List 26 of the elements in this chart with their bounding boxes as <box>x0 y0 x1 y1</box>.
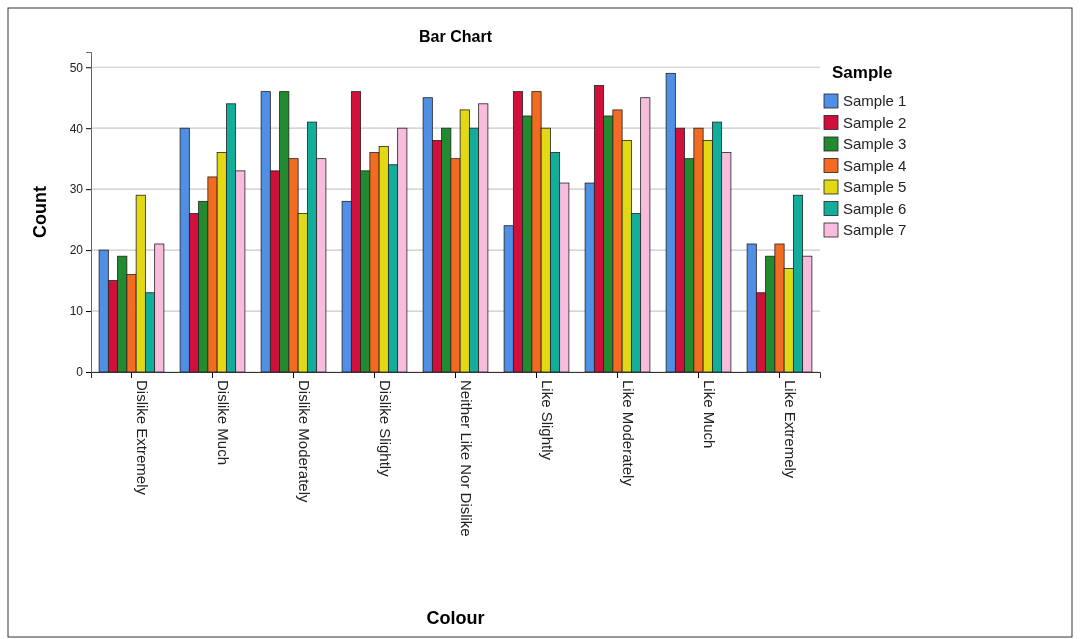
x-tick-label: Dislike Slightly <box>376 380 394 478</box>
y-tick-label: 30 <box>69 182 84 197</box>
legend-label: Sample 2 <box>843 113 907 131</box>
x-tick-label: Dislike Moderately <box>295 380 313 504</box>
y-tick-label: 10 <box>69 304 84 319</box>
x-tick-label: Like Much <box>700 380 718 449</box>
x-tick-label: Neither Like Nor Dislike <box>457 380 475 537</box>
y-tick-label: 50 <box>69 60 84 75</box>
x-tick-label: Dislike Much <box>214 380 232 466</box>
x-tick-label: Like Slightly <box>538 380 556 461</box>
chart-title: Bar Chart <box>419 28 493 45</box>
legend-label: Sample 6 <box>843 199 907 217</box>
y-tick-label: 40 <box>69 121 84 136</box>
x-tick-label: Like Extremely <box>781 380 799 479</box>
legend-label: Sample 1 <box>843 92 907 109</box>
x-axis-title: Colour <box>426 608 485 628</box>
y-axis-title: Count <box>30 186 50 238</box>
legend-label: Sample 4 <box>843 156 907 174</box>
legend-label: Sample 7 <box>843 221 907 238</box>
legend-label: Sample 3 <box>843 135 907 152</box>
legend-title: Sample <box>832 63 893 82</box>
y-tick-label: 0 <box>76 365 84 380</box>
x-tick-label: Dislike Extremely <box>133 380 151 496</box>
y-tick-label: 20 <box>69 243 84 258</box>
x-tick-label: Like Moderately <box>619 380 637 487</box>
legend-label: Sample 5 <box>843 178 907 195</box>
